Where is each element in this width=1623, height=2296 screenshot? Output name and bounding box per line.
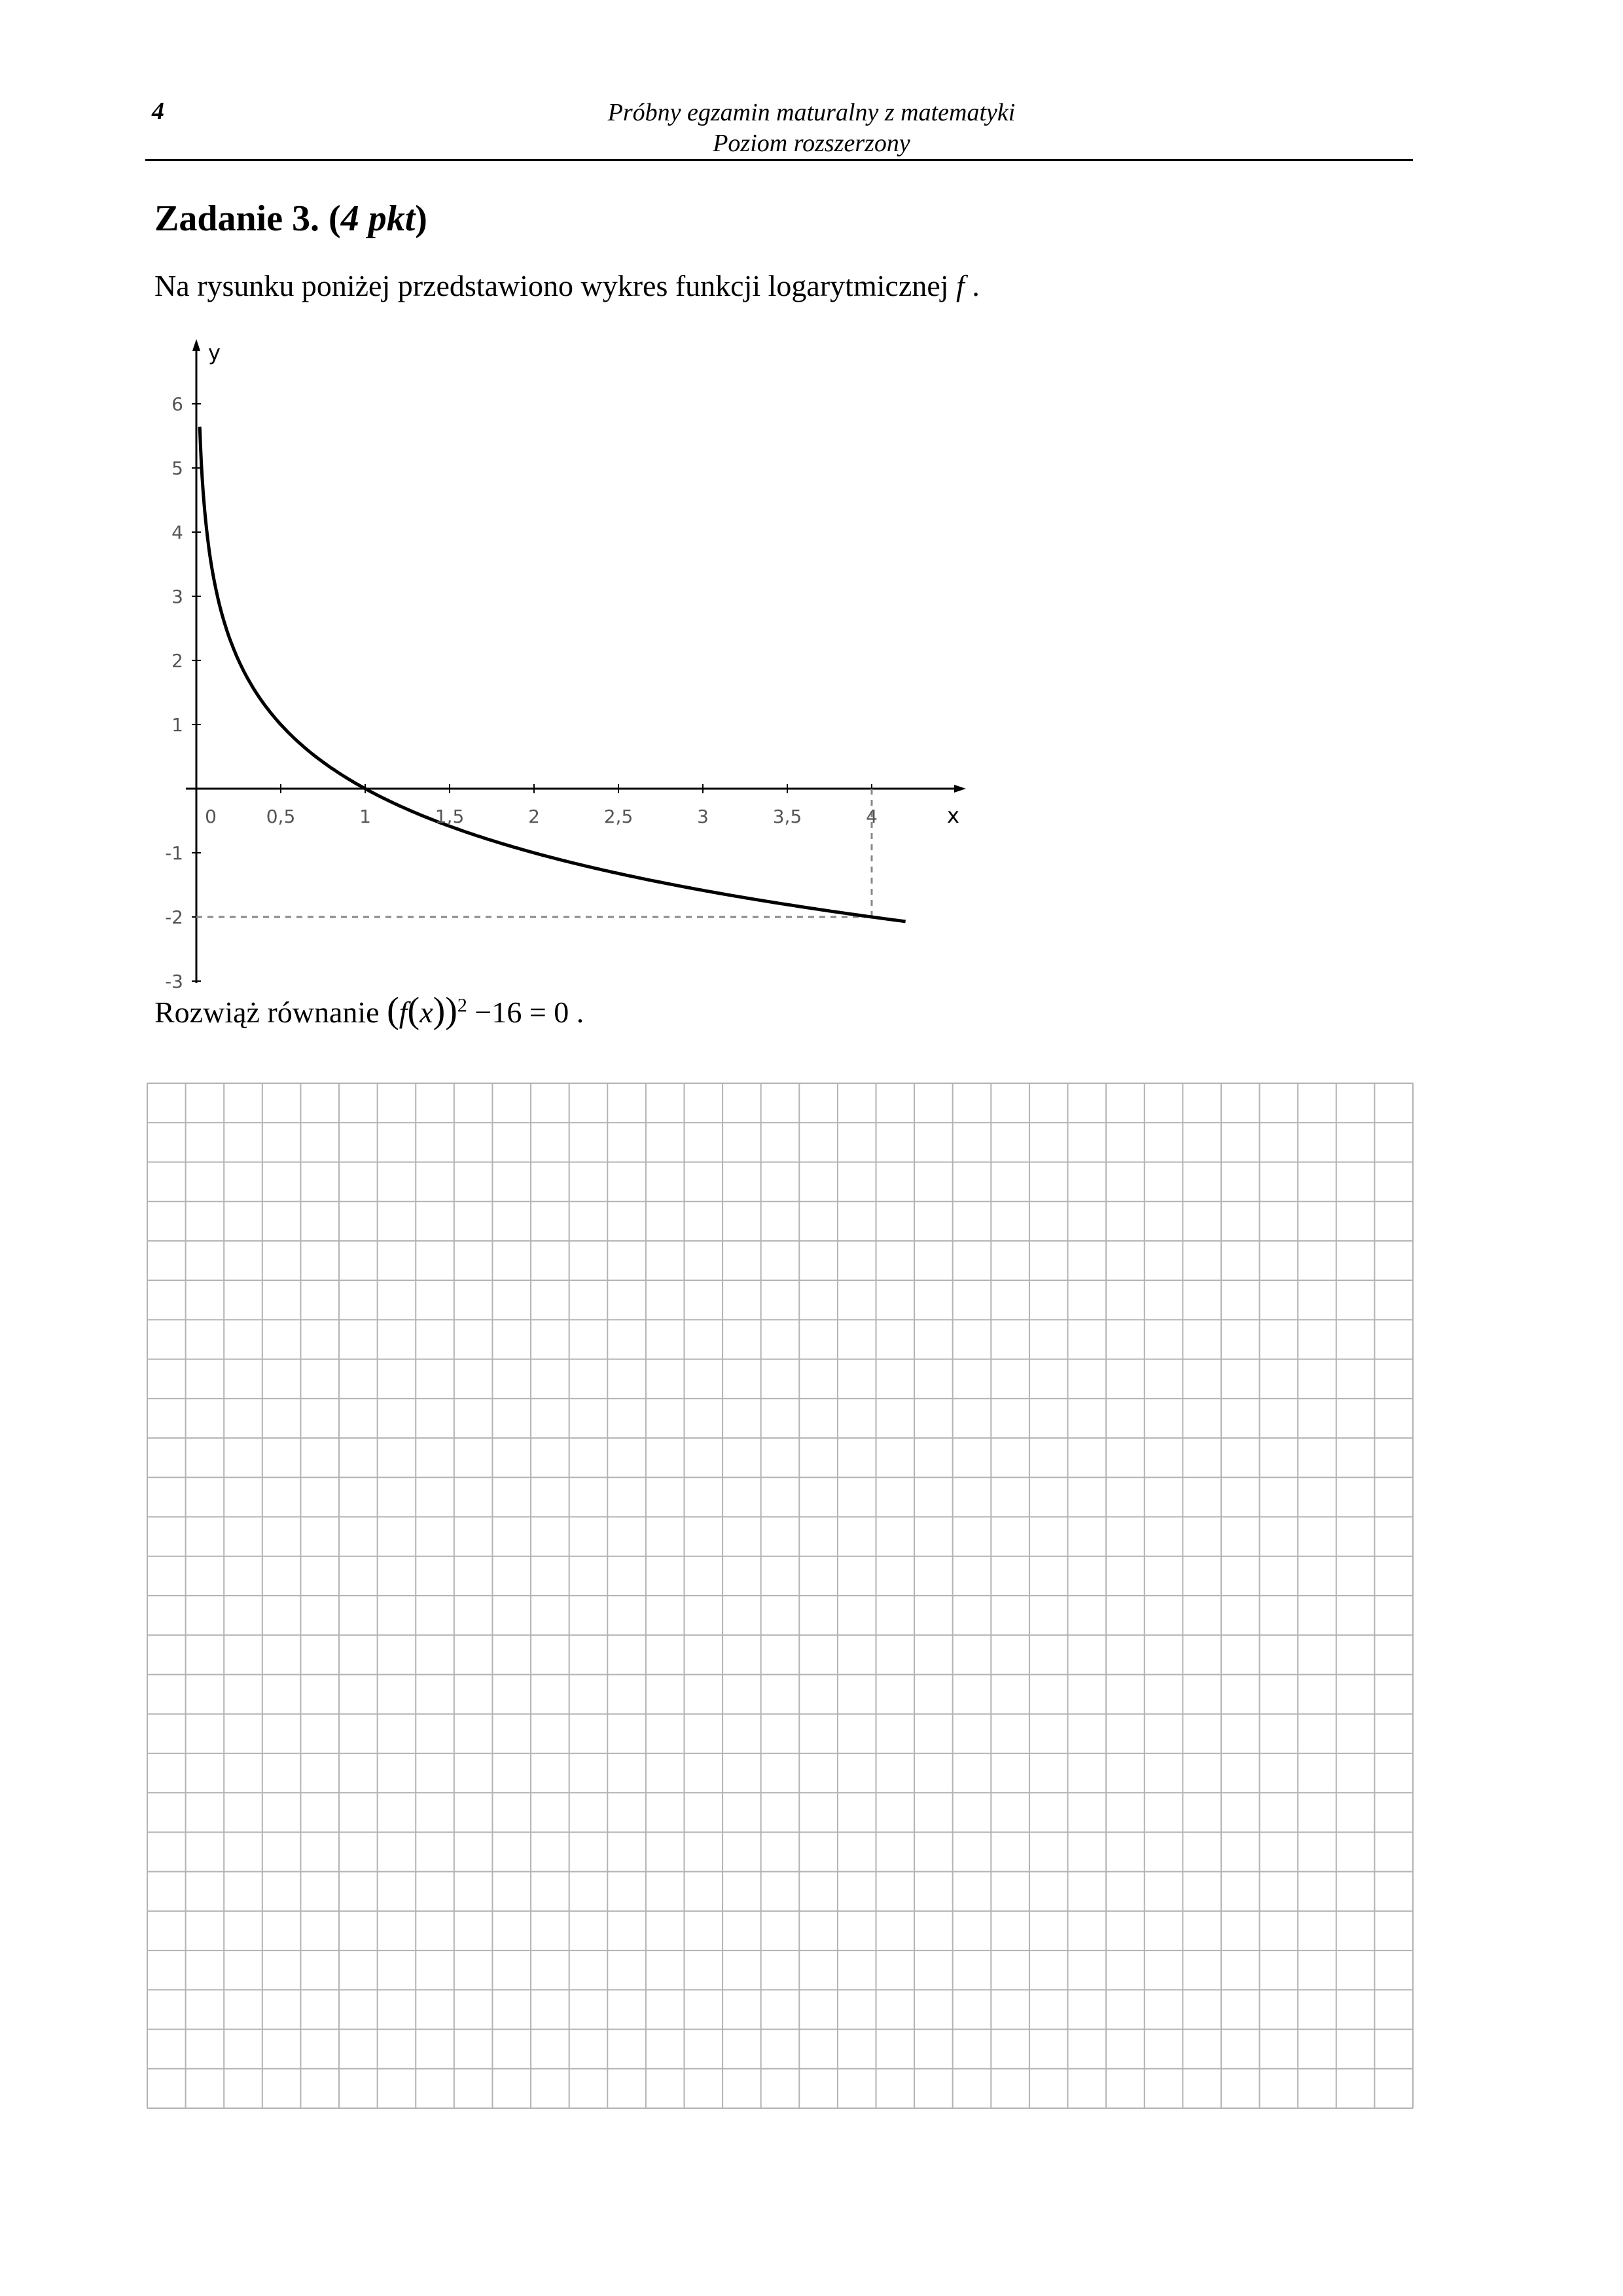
- task-instruction: Rozwiąż równanie (f(x))2 −16 = 0 .: [154, 990, 584, 1031]
- inner-paren-open: (: [407, 990, 420, 1031]
- x-tick-label: 2,5: [604, 806, 633, 827]
- header-title-line1: Próbny egzamin maturalny z matematyki: [607, 99, 1016, 126]
- task-title: Zadanie 3. (4 pkt): [154, 198, 427, 240]
- x-tick-label: 3,5: [773, 806, 802, 827]
- page-number: 4: [152, 98, 164, 125]
- y-tick-label: 6: [171, 393, 183, 415]
- graph-ticks: [192, 403, 872, 982]
- eq-variable: x: [419, 996, 433, 1029]
- task-intro-end: .: [964, 269, 980, 302]
- x-axis-arrow: [954, 785, 966, 793]
- x-tick-label: 4: [866, 806, 878, 827]
- x-tick-label: 0: [205, 806, 217, 827]
- answer-grid[interactable]: [145, 1081, 1415, 2110]
- x-tick-label: 2: [528, 806, 540, 827]
- instruction-text: Rozwiąż równanie: [154, 996, 387, 1029]
- y-tick-label: -1: [165, 842, 183, 864]
- x-axis-label: x: [947, 803, 959, 828]
- y-tick-label: 4: [171, 522, 183, 543]
- x-tick-label: 1: [359, 806, 371, 827]
- task-intro-var: f: [956, 269, 965, 302]
- task-title-points: 4 pkt: [340, 198, 416, 239]
- task-intro: Na rysunku poniżej przedstawiono wykres …: [154, 268, 980, 303]
- header-title-line2: Poziom rozszerzony: [713, 130, 910, 157]
- y-tick-label: -2: [165, 906, 183, 928]
- y-tick-label: -3: [165, 971, 183, 988]
- y-tick-label: 3: [171, 586, 183, 607]
- y-axis-label: y: [208, 340, 221, 365]
- graph-guides: [196, 789, 873, 918]
- y-tick-label: 5: [171, 457, 183, 479]
- eq-power: 2: [457, 994, 467, 1016]
- task-title-close: ): [415, 198, 427, 239]
- graph-labels: 0 0,5 1 1,5 2 2,5 3 3,5 4 6 5 4 3 2 1 -1 -2 -3 x y: [165, 340, 959, 988]
- task-title-main: Zadanie 3. (: [154, 198, 341, 239]
- y-tick-label: 1: [171, 714, 183, 736]
- x-tick-label: 3: [697, 806, 709, 827]
- eq-function-name: f: [399, 996, 408, 1029]
- x-tick-label: 0,5: [266, 806, 296, 827]
- graph-axes: [186, 339, 966, 983]
- paren-close: )): [433, 990, 457, 1031]
- paren-open: (: [387, 990, 399, 1031]
- header-rule: [145, 159, 1413, 161]
- eq-rest: −16 = 0 .: [467, 996, 584, 1029]
- task-intro-text: Na rysunku poniżej przedstawiono wykres …: [154, 269, 957, 302]
- y-axis-arrow: [192, 339, 200, 351]
- function-curve: [198, 426, 906, 924]
- log-function-graph: 0 0,5 1 1,5 2 2,5 3 3,5 4 6 5 4 3 2 1 -1 -2 -3 x y: [165, 339, 966, 988]
- y-tick-label: 2: [171, 650, 183, 672]
- x-tick-label: 1,5: [435, 806, 465, 827]
